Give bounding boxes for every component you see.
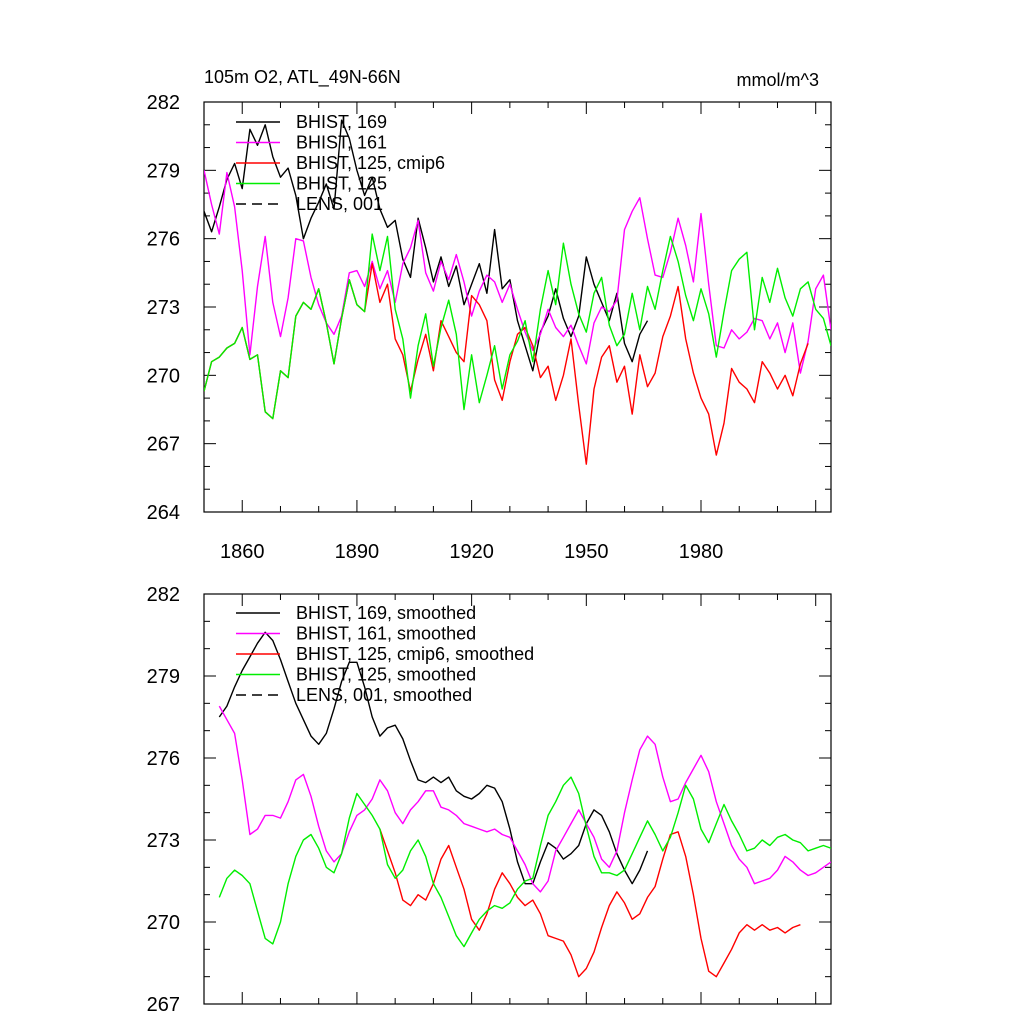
legend-label: BHIST, 169, smoothed <box>296 603 476 623</box>
series-line <box>218 776 831 948</box>
y-tick-label: 276 <box>147 748 180 770</box>
x-tick-label: 1980 <box>679 541 724 563</box>
y-tick-label: 279 <box>147 666 180 688</box>
legend-label: BHIST, 169 <box>296 112 387 132</box>
legend-label: BHIST, 161 <box>296 133 387 153</box>
y-tick-label: 273 <box>147 297 180 319</box>
series-line <box>204 119 649 372</box>
series-line <box>379 828 801 978</box>
series-line <box>204 233 831 420</box>
y-tick-label: 270 <box>147 912 180 934</box>
legend-label: LENS, 001 <box>296 194 383 214</box>
y-tick-label: 270 <box>147 365 180 387</box>
y-tick-label: 282 <box>147 92 180 114</box>
x-tick-label: 1920 <box>449 541 494 563</box>
y-tick-label: 267 <box>147 434 180 456</box>
legend-label: LENS, 001, smoothed <box>296 685 472 705</box>
y-tick-label: 282 <box>147 584 180 606</box>
legend-label: BHIST, 125, cmip6 <box>296 153 445 173</box>
x-tick-label: 1890 <box>335 541 380 563</box>
plot-frame <box>203 593 832 1005</box>
units-label: mmol/m^3 <box>737 70 819 90</box>
legend-label: BHIST, 161, smoothed <box>296 624 476 644</box>
y-tick-label: 273 <box>147 830 180 852</box>
series-line <box>218 631 649 885</box>
y-tick-label: 276 <box>147 229 180 251</box>
legend-label: BHIST, 125 <box>296 174 387 194</box>
x-tick-label: 1860 <box>220 541 265 563</box>
legend-label: BHIST, 125, smoothed <box>296 665 476 685</box>
legend-label: BHIST, 125, cmip6, smoothed <box>296 644 534 664</box>
series-line <box>204 170 831 374</box>
x-tick-label: 1950 <box>564 541 609 563</box>
top-panel: 105m O2, ATL_49N-66N mmol/m^3 264 267 270 273… <box>147 67 832 563</box>
y-tick-label: 279 <box>147 160 180 182</box>
chart-title: 105m O2, ATL_49N-66N <box>204 67 401 88</box>
series-line <box>218 705 831 893</box>
y-tick-label: 264 <box>147 502 180 524</box>
y-tick-label: 267 <box>147 994 180 1016</box>
